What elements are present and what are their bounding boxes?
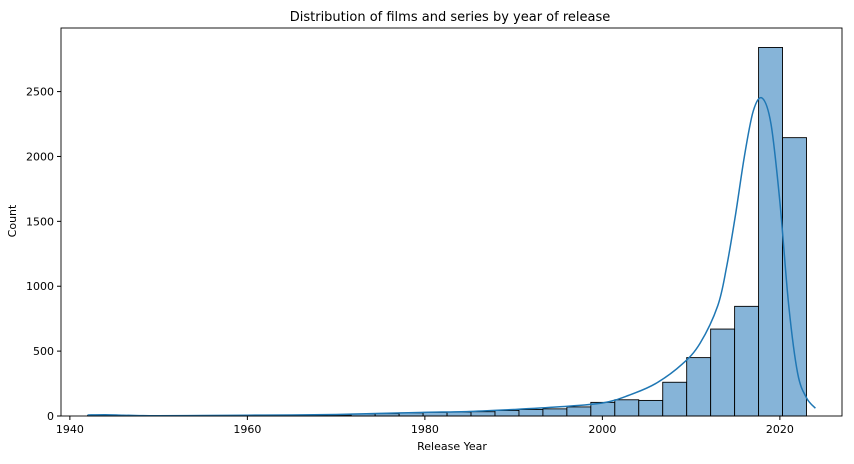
histogram-bar xyxy=(711,329,735,416)
histogram-bar xyxy=(471,412,495,416)
x-tick-label: 2020 xyxy=(766,423,794,436)
histogram-bar xyxy=(447,412,471,416)
y-tick-label: 500 xyxy=(33,345,54,358)
x-axis-label: Release Year xyxy=(417,440,487,453)
x-tick-label: 1940 xyxy=(56,423,84,436)
x-tick-label: 1980 xyxy=(411,423,439,436)
bars-group xyxy=(88,47,807,416)
x-tick-label: 1960 xyxy=(233,423,261,436)
x-tick-label: 2000 xyxy=(588,423,616,436)
y-tick-label: 2500 xyxy=(26,86,54,99)
y-tick-label: 1000 xyxy=(26,280,54,293)
histogram-bar xyxy=(639,400,663,416)
histogram-bar xyxy=(567,407,591,416)
x-axis-ticks: 1940 1960 1980 2000 2020 xyxy=(56,416,794,436)
histogram-bar xyxy=(735,306,759,416)
chart-title: Distribution of films and series by year… xyxy=(290,10,611,25)
histogram-bar xyxy=(663,382,687,416)
histogram-bar xyxy=(615,400,639,416)
histogram-bar xyxy=(519,410,543,416)
histogram-bar xyxy=(543,409,567,416)
histogram-bar xyxy=(687,358,711,416)
y-tick-label: 0 xyxy=(47,410,54,423)
y-axis-ticks: 0 500 1000 1500 2000 2500 xyxy=(26,86,61,423)
histogram-bar xyxy=(759,47,783,416)
y-axis-label: Count xyxy=(6,204,19,237)
y-tick-label: 1500 xyxy=(26,215,54,228)
y-tick-label: 2000 xyxy=(26,150,54,163)
histogram-bar xyxy=(495,411,519,416)
